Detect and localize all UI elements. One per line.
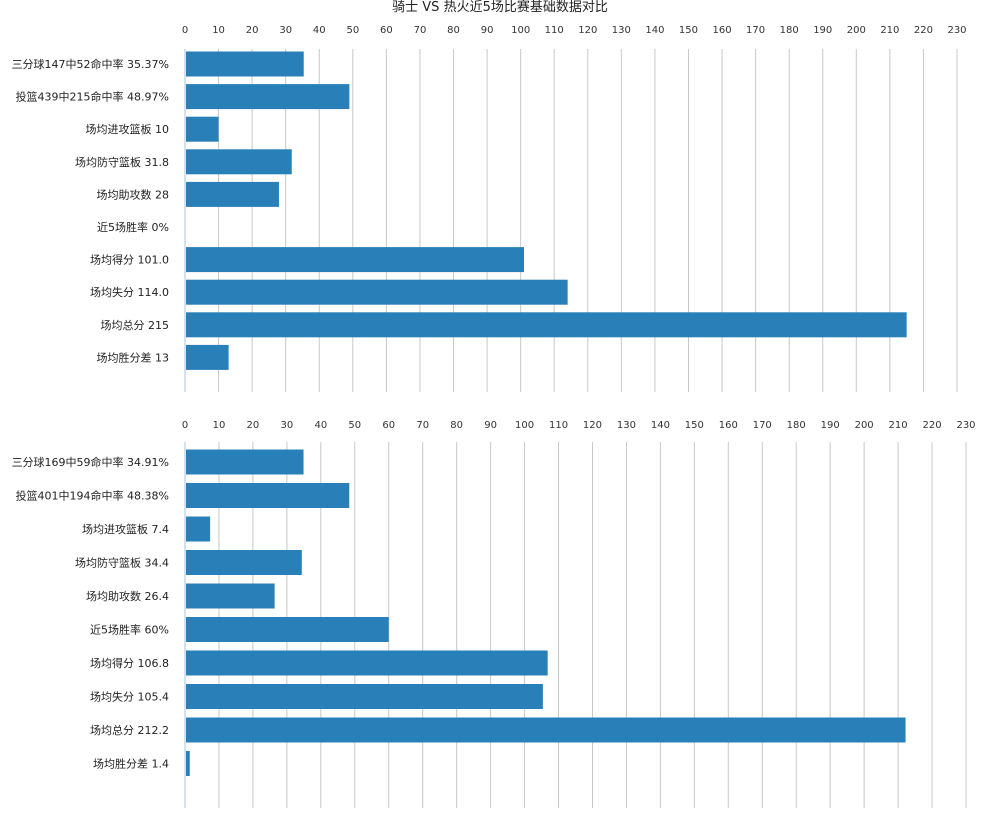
chart1-x-tick-label: 10 [212, 25, 225, 36]
chart-title: 骑士 VS 热火近5场比赛基础数据对比 [392, 0, 608, 15]
chart1-x-tick-label: 20 [246, 25, 259, 36]
chart1-bar[interactable] [186, 51, 304, 77]
chart2-x-tick-label: 70 [416, 420, 429, 431]
chart2-bar[interactable] [186, 583, 275, 609]
chart1-x-tick-label: 220 [914, 25, 933, 36]
chart1-category-label: 场均总分 215 [101, 318, 170, 332]
chart2-x-tick-label: 230 [956, 420, 975, 431]
chart2-x-tick-label: 200 [855, 420, 874, 431]
chart2-category-label: 近5场胜率 60% [90, 623, 169, 637]
chart1-x-tick-label: 100 [511, 25, 530, 36]
chart2-category-label: 场均得分 106.8 [90, 656, 169, 670]
chart1-x-tick-label: 50 [346, 25, 359, 36]
chart1-bar[interactable] [186, 279, 568, 305]
chart1-bar[interactable] [186, 181, 279, 207]
chart2-bar[interactable] [186, 650, 548, 676]
chart2-category-label: 场均胜分差 1.4 [93, 757, 169, 771]
chart2-bar[interactable] [186, 751, 190, 776]
chart2-x-tick-label: 150 [685, 420, 704, 431]
chart1-category-label: 场均进攻篮板 10 [86, 122, 170, 136]
chart2-x-tick-label: 220 [922, 420, 941, 431]
chart1-x-tick-label: 90 [481, 25, 494, 36]
chart1-x-tick-label: 150 [679, 25, 698, 36]
chart1-x-tick-label: 210 [880, 25, 899, 36]
chart2-x-tick-label: 140 [651, 420, 670, 431]
chart1-x-tick-label: 0 [182, 25, 188, 36]
chart2-bar[interactable] [186, 516, 211, 542]
chart2-x-tick-label: 190 [821, 420, 840, 431]
chart2-category-label: 投篮401中194命中率 48.38% [16, 489, 169, 503]
chart1-bar[interactable] [186, 247, 525, 273]
chart1-x-tick-label: 140 [645, 25, 664, 36]
chart1-category-label: 场均胜分差 13 [97, 350, 170, 364]
chart1-bar[interactable] [186, 344, 229, 370]
chart1-category-label: 投篮439中215命中率 48.97% [16, 90, 169, 104]
chart1-x-tick-label: 190 [813, 25, 832, 36]
chart2-x-tick-label: 30 [281, 420, 294, 431]
chart2-x-tick-label: 120 [583, 420, 602, 431]
chart2-category-label: 场均失分 105.4 [90, 690, 169, 704]
chart2-x-tick-label: 130 [617, 420, 636, 431]
chart1-x-tick-label: 130 [612, 25, 631, 36]
chart1-x-tick-label: 180 [780, 25, 799, 36]
chart1-x-tick-label: 60 [380, 25, 393, 36]
chart1-category-label: 场均失分 114.0 [90, 285, 169, 299]
chart1-x-tick-label: 110 [545, 25, 564, 36]
chart1-bar[interactable] [186, 312, 907, 338]
chart2-x-tick-label: 50 [348, 420, 361, 431]
chart1-category-label: 场均得分 101.0 [90, 253, 169, 267]
chart1-x-tick-label: 70 [414, 25, 427, 36]
chart2-x-tick-label: 80 [450, 420, 463, 431]
chart2-x-tick-label: 90 [484, 420, 497, 431]
chart1-x-tick-label: 230 [947, 25, 966, 36]
chart1-category-label: 三分球147中52命中率 35.37% [12, 57, 169, 71]
chart1-x-tick-label: 160 [712, 25, 731, 36]
chart1-x-tick-label: 40 [313, 25, 326, 36]
chart1-x-tick-label: 200 [847, 25, 866, 36]
chart1-category-label: 近5场胜率 0% [97, 220, 169, 234]
chart1-bar[interactable] [186, 149, 292, 175]
chart2-bar[interactable] [186, 550, 302, 575]
chart1-bar[interactable] [186, 116, 219, 142]
chart2-x-tick-label: 0 [182, 420, 188, 431]
chart1-x-tick-label: 80 [447, 25, 460, 36]
chart2-x-tick-label: 170 [753, 420, 772, 431]
chart2-x-tick-label: 20 [247, 420, 260, 431]
chart2-category-label: 三分球169中59命中率 34.91% [12, 455, 169, 469]
chart2-bar[interactable] [186, 483, 350, 508]
chart2-x-tick-label: 100 [515, 420, 534, 431]
chart2-x-tick-label: 180 [787, 420, 806, 431]
chart2-category-label: 场均防守篮板 34.4 [75, 556, 169, 570]
chart2-x-tick-label: 210 [889, 420, 908, 431]
chart1-bar[interactable] [186, 84, 350, 110]
chart1-category-label: 场均防守篮板 31.8 [75, 155, 169, 169]
chart2-x-tick-label: 60 [382, 420, 395, 431]
chart2-x-tick-label: 110 [549, 420, 568, 431]
chart2-x-tick-label: 40 [314, 420, 327, 431]
chart2-category-label: 场均总分 212.2 [90, 723, 169, 737]
chart2-bar[interactable] [186, 717, 906, 743]
chart2-bar[interactable] [186, 617, 389, 642]
chart2-category-label: 场均助攻数 26.4 [86, 589, 169, 603]
chart1-x-tick-label: 120 [578, 25, 597, 36]
chart2-x-tick-label: 160 [719, 420, 738, 431]
chart2-category-label: 场均进攻篮板 7.4 [82, 522, 169, 536]
chart2-x-tick-label: 10 [213, 420, 226, 431]
chart2-bar[interactable] [186, 449, 304, 475]
chart2-bar[interactable] [186, 684, 543, 709]
chart1-x-tick-label: 30 [279, 25, 292, 36]
chart1-category-label: 场均助攻数 28 [97, 187, 170, 201]
chart1-x-tick-label: 170 [746, 25, 765, 36]
